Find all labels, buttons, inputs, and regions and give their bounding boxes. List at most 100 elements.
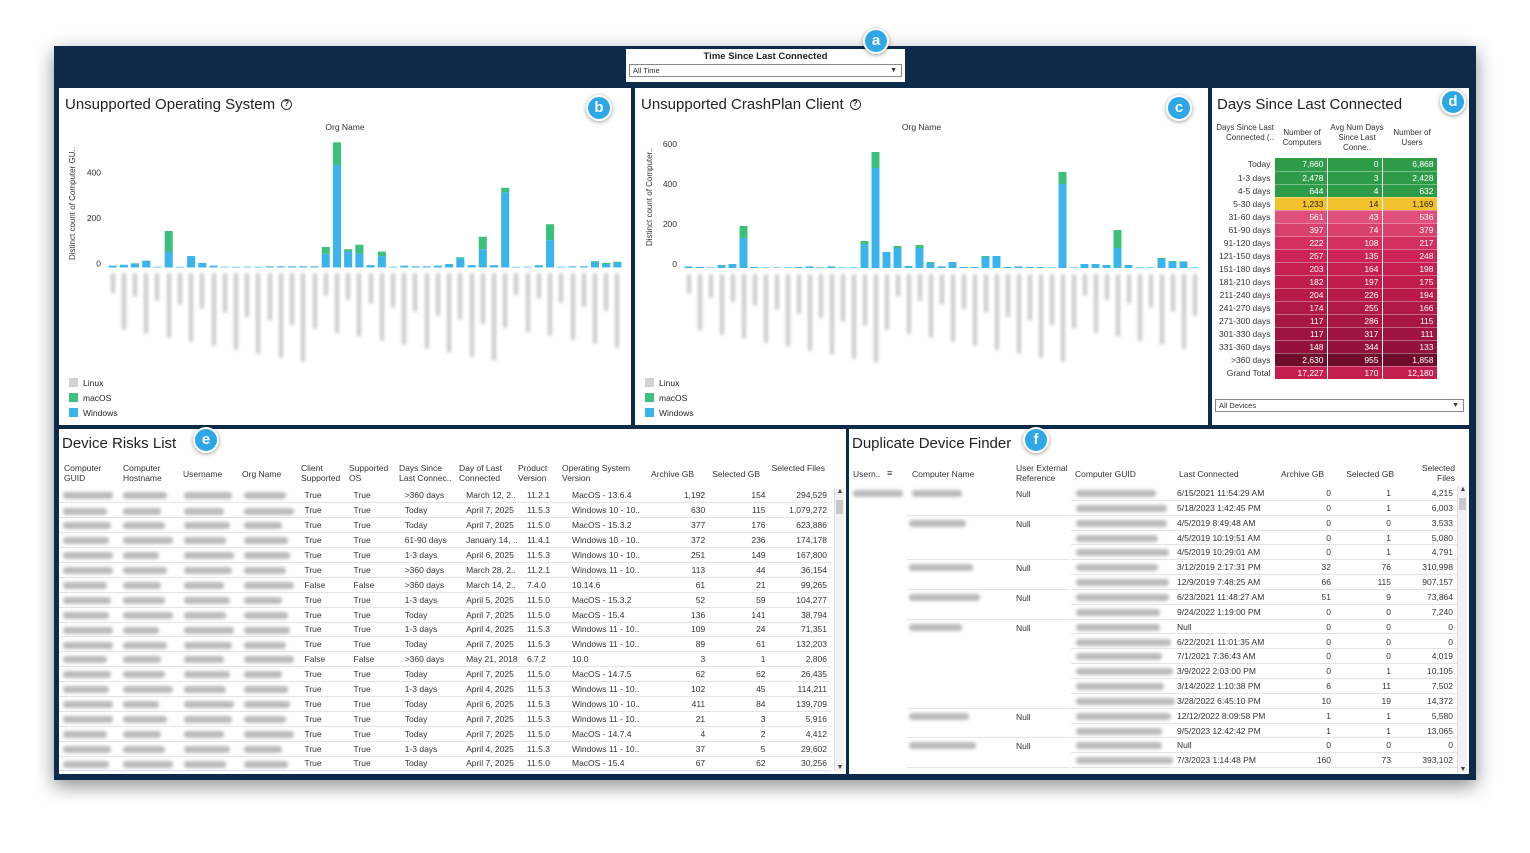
bar-macos[interactable] <box>602 262 611 265</box>
table-row[interactable]: True True 1-3 days April 4, 2025 11.5.3 Windo… <box>59 622 831 638</box>
table-row[interactable]: True True Today April 7, 2025 11.5.3 Windows … <box>59 711 831 727</box>
bar-windows[interactable] <box>937 266 946 268</box>
bar-windows[interactable] <box>1124 265 1133 268</box>
days-row[interactable]: 4-5 days 644 4 632 <box>1216 184 1438 198</box>
bar-windows[interactable] <box>243 266 252 268</box>
col-header[interactable]: Selected GB <box>712 469 760 479</box>
table-row[interactable]: 4/5/2019 10:19:51 AM 0 1 5,080 <box>1071 531 1457 546</box>
col-header[interactable]: Last Connected <box>1179 469 1239 479</box>
col-header[interactable]: Computer GUID <box>64 463 102 483</box>
days-row[interactable]: 1-3 days 2,478 3 2,428 <box>1216 171 1438 185</box>
bar-windows[interactable] <box>119 264 128 268</box>
bar-macos[interactable] <box>377 251 386 257</box>
bar-windows[interactable] <box>970 267 979 268</box>
table-row[interactable]: 6/22/2021 11:01:35 AM 0 0 0 <box>1071 635 1457 650</box>
table-row[interactable]: True True Today April 7, 2025 11.5.0 MacOS - … <box>59 666 831 683</box>
bar-windows[interactable] <box>579 266 588 268</box>
bar-windows[interactable] <box>706 267 715 268</box>
bar-windows[interactable] <box>164 251 173 268</box>
device-filter-dropdown[interactable]: All Devices ▼ <box>1215 399 1464 412</box>
bar-windows[interactable] <box>108 265 117 268</box>
scroll-up-icon[interactable]: ▲ <box>1459 486 1467 493</box>
bar-windows[interactable] <box>1135 267 1144 268</box>
bar-windows[interactable] <box>750 267 759 268</box>
risks-scrollbar[interactable]: ▲ ▼ <box>834 488 844 771</box>
bar-windows[interactable] <box>478 249 487 268</box>
bar-macos[interactable] <box>739 226 748 238</box>
table-row[interactable]: 12/9/2019 7:48:25 AM 66 115 907,157 <box>1071 575 1457 590</box>
bar-macos[interactable] <box>981 256 990 257</box>
col-header[interactable]: Operating System Version <box>562 463 631 483</box>
bar-windows[interactable] <box>1157 259 1166 268</box>
bar-windows[interactable] <box>915 248 924 268</box>
bar-macos[interactable] <box>456 257 465 259</box>
col-header[interactable]: Supported OS <box>349 463 389 483</box>
bar-windows[interactable] <box>827 266 836 268</box>
table-row[interactable]: True True Today April 7, 2025 11.5.3 Windows … <box>59 502 831 519</box>
table-row[interactable]: 12/12/2022 8:09:58 PM 1 1 5,580 <box>1071 709 1457 724</box>
bar-macos[interactable] <box>590 261 599 262</box>
bar-windows[interactable] <box>893 248 902 268</box>
bar-macos[interactable] <box>501 187 510 193</box>
bar-windows[interactable] <box>467 265 476 268</box>
bar-windows[interactable] <box>739 238 748 268</box>
col-header[interactable]: Computer Name <box>912 469 975 479</box>
bar-windows[interactable] <box>546 240 555 268</box>
col-header[interactable]: Computer Hostname <box>123 463 162 483</box>
help-icon[interactable]: ? <box>281 99 293 110</box>
days-row[interactable]: 301-330 days 117 317 111 <box>1216 327 1438 341</box>
days-row[interactable]: >360 days 2,630 955 1,858 <box>1216 353 1438 367</box>
bar-windows[interactable] <box>456 258 465 268</box>
bar-macos[interactable] <box>1157 258 1166 259</box>
bar-windows[interactable] <box>411 266 420 268</box>
days-row[interactable]: 181-210 days 182 197 175 <box>1216 275 1438 289</box>
scroll-up-icon[interactable]: ▲ <box>836 488 844 495</box>
bar-windows[interactable] <box>948 262 957 268</box>
bar-macos[interactable] <box>332 142 341 166</box>
bar-windows[interactable] <box>1080 264 1089 268</box>
col-header[interactable]: Product Version <box>518 463 548 483</box>
bar-windows[interactable] <box>422 266 431 268</box>
bar-windows[interactable] <box>926 263 935 268</box>
bar-macos[interactable] <box>871 152 880 168</box>
table-row[interactable]: 7/3/2023 1:14:48 PM 160 73 393,102 <box>1071 753 1457 769</box>
table-row[interactable]: True True Today April 7, 2025 11.5.0 MacOS - … <box>59 607 831 623</box>
bar-windows[interactable] <box>882 252 891 268</box>
scroll-down-icon[interactable]: ▼ <box>1459 766 1467 773</box>
table-row[interactable]: 6/15/2021 11:54:29 AM 0 1 4,215 <box>1071 486 1457 501</box>
bar-windows[interactable] <box>265 266 274 268</box>
bar-macos[interactable] <box>355 244 364 254</box>
bar-windows[interactable] <box>1003 267 1012 268</box>
col-header[interactable]: User External Reference <box>1016 463 1068 483</box>
bar-macos[interactable] <box>546 224 555 241</box>
bar-macos[interactable] <box>478 236 487 250</box>
bar-windows[interactable] <box>1014 266 1023 268</box>
col-header[interactable]: Usern.. <box>853 469 881 479</box>
bar-windows[interactable] <box>400 265 409 268</box>
bar-windows[interactable] <box>321 253 330 268</box>
days-row[interactable]: 241-270 days 174 255 166 <box>1216 301 1438 315</box>
bar-windows[interactable] <box>1047 267 1056 268</box>
bar-windows[interactable] <box>489 265 499 268</box>
scroll-down-icon[interactable]: ▼ <box>836 764 844 771</box>
days-row[interactable]: Today 7,660 0 6,868 <box>1216 158 1438 172</box>
table-row[interactable]: True True 1-3 days April 5, 2025 11.5.0 MacOS… <box>59 592 831 608</box>
bar-windows[interactable] <box>276 266 285 268</box>
bar-windows[interactable] <box>523 266 532 268</box>
bar-windows[interactable] <box>1168 262 1177 268</box>
bar-macos[interactable] <box>1168 261 1177 262</box>
col-header[interactable]: Archive GB <box>1281 469 1324 479</box>
bar-windows[interactable] <box>288 266 297 268</box>
bar-windows[interactable] <box>1179 262 1188 268</box>
days-row[interactable]: 211-240 days 204 226 194 <box>1216 288 1438 302</box>
bar-macos[interactable] <box>321 246 330 254</box>
bar-windows[interactable] <box>684 266 693 268</box>
bar-windows[interactable] <box>231 266 241 268</box>
col-header[interactable]: Client Supported <box>301 463 341 483</box>
scroll-thumb[interactable] <box>1459 498 1466 510</box>
legend-item-linux[interactable]: Linux <box>645 377 693 392</box>
days-row[interactable]: 271-300 days 117 286 115 <box>1216 314 1438 328</box>
bar-macos[interactable] <box>893 246 902 248</box>
table-row[interactable]: 4/5/2019 10:29:01 AM 0 1 4,791 <box>1071 545 1457 561</box>
col-header-users[interactable]: Number of Users <box>1393 128 1431 147</box>
